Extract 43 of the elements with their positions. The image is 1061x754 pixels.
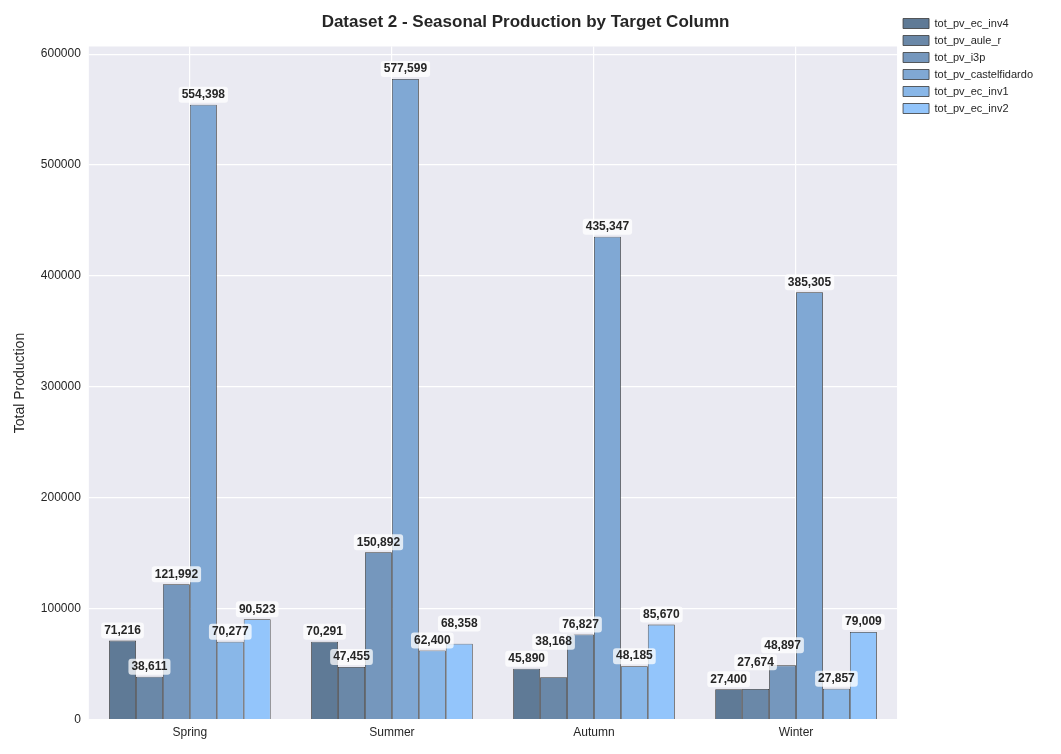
data-label: 48,897 [764, 637, 802, 652]
legend-label: tot_pv_i3p [934, 50, 986, 63]
data-label: 76,827 [562, 616, 600, 631]
legend-label: tot_pv_aule_r [934, 33, 1002, 46]
data-label: 85,670 [642, 606, 680, 621]
y-tick-label: 600000 [40, 46, 82, 61]
data-label: 554,398 [181, 87, 226, 102]
y-tick-label: 0 [74, 711, 82, 726]
data-label: 48,185 [616, 648, 654, 663]
data-label: 70,277 [211, 623, 249, 638]
data-label: 79,009 [845, 614, 883, 629]
data-label: 27,400 [710, 671, 748, 686]
data-label: 150,892 [356, 534, 401, 549]
legend-label: tot_pv_ec_inv4 [934, 16, 1009, 29]
x-tick-label: Summer [369, 725, 415, 740]
data-label: 38,611 [131, 659, 168, 674]
data-label: 70,291 [306, 623, 344, 638]
y-axis-title: Total Production [11, 332, 28, 434]
legend-label: tot_pv_castelfidardo [934, 67, 1033, 80]
data-label: 38,168 [535, 634, 573, 649]
data-label: 47,455 [333, 649, 371, 664]
data-label: 68,358 [440, 615, 478, 630]
y-tick-label: 300000 [40, 379, 82, 394]
data-label: 435,347 [585, 219, 630, 234]
y-tick-label: 400000 [40, 268, 82, 283]
data-label: 27,674 [737, 654, 775, 669]
x-tick-label: Winter [778, 725, 814, 740]
data-label: 577,599 [383, 61, 428, 76]
legend-label: tot_pv_ec_inv1 [934, 84, 1009, 97]
legend-label: tot_pv_ec_inv2 [934, 101, 1009, 114]
data-label: 45,890 [508, 651, 546, 666]
data-label: 121,992 [154, 566, 199, 581]
chart-title: Dataset 2 - Seasonal Production by Target Column [321, 11, 730, 31]
data-label: 385,305 [787, 274, 832, 289]
y-tick-label: 500000 [40, 157, 82, 172]
x-tick-label: Spring [172, 725, 208, 740]
data-label: 62,400 [413, 632, 452, 647]
y-tick-label: 100000 [40, 601, 82, 616]
y-tick-label: 200000 [40, 490, 82, 505]
data-label: 27,857 [818, 671, 856, 686]
data-label: 90,523 [238, 601, 276, 616]
data-label: 71,216 [104, 622, 142, 637]
x-tick-label: Autumn [573, 725, 615, 740]
